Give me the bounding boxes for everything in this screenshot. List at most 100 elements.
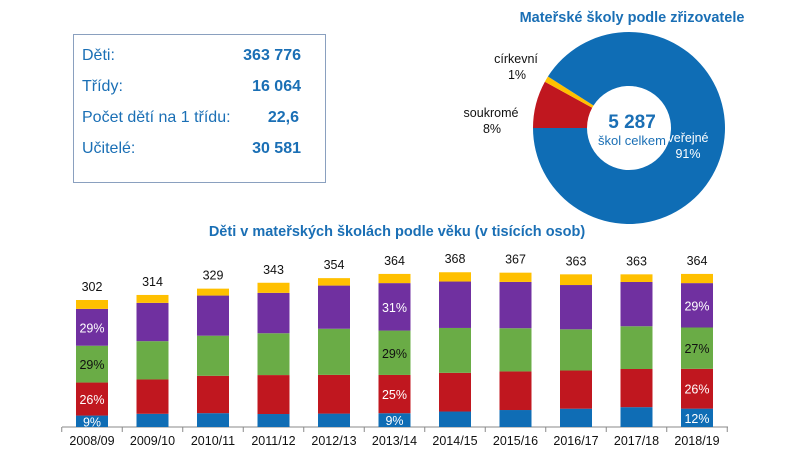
- bar-segment: [620, 368, 653, 408]
- bar-segment: [681, 273, 713, 284]
- bar-segment: [318, 374, 350, 414]
- bar-segment: [560, 370, 592, 409]
- bar-segment: [197, 375, 229, 414]
- bar-segment: [620, 326, 653, 369]
- bar-segment: [378, 283, 411, 331]
- donut-slice-soukromé: [533, 81, 593, 128]
- bar-segment: [378, 273, 411, 284]
- donut-slice-veřejné: [533, 31, 726, 224]
- slice-pct-private: 8%: [483, 122, 501, 136]
- bar-segment: [76, 308, 108, 346]
- x-tick-label: 2012/13: [311, 434, 356, 448]
- stat-label: Děti:: [82, 47, 115, 64]
- stat-value: 363 776: [243, 47, 301, 64]
- bar-segment: [76, 415, 108, 427]
- segment-label: 9%: [385, 414, 403, 428]
- bar-chart-title: Děti v mateřských školách podle věku (v …: [209, 224, 585, 240]
- bar-segment: [197, 288, 229, 296]
- bar-segment: [439, 411, 471, 427]
- donut-center-label: škol celkem: [598, 133, 666, 148]
- bar-segment: [499, 281, 532, 329]
- stat-label: Počet dětí na 1 třídu:: [82, 109, 231, 126]
- segment-label: 29%: [79, 321, 104, 335]
- bar-segment: [378, 330, 411, 375]
- bar-segment: [76, 345, 108, 383]
- x-tick-label: 2009/10: [130, 434, 175, 448]
- bar-segment: [499, 371, 532, 411]
- bar-segment: [560, 285, 592, 330]
- bar-segment: [197, 335, 229, 376]
- bar-segment: [318, 278, 350, 286]
- bar-segment: [257, 292, 290, 334]
- bar-total-label: 364: [687, 254, 708, 268]
- bar-segment: [136, 302, 169, 342]
- bar-segment: [439, 327, 471, 373]
- bar-segment: [439, 272, 471, 282]
- bar-segment: [560, 408, 592, 427]
- donut-title: Mateřské školy podle zřizovatele: [520, 10, 745, 26]
- slice-label-church: církevní: [494, 52, 538, 66]
- bar-segment: [318, 328, 350, 375]
- bar-total-label: 367: [505, 253, 526, 267]
- bar-segment: [378, 374, 411, 414]
- stat-row-children: Děti: 363 776: [82, 47, 301, 71]
- bar-segment: [76, 382, 108, 416]
- stacked-bar-chart: 9% 26% 29% 29% 302 2008/09 314 2009/10 329 2010/1…: [61, 252, 728, 448]
- x-tick-label: 2017/18: [614, 434, 659, 448]
- bar-segment: [499, 410, 532, 427]
- segment-label: 29%: [79, 358, 104, 372]
- bar-segment: [76, 300, 108, 309]
- bar-segment: [136, 413, 169, 427]
- x-tick-label: 2013/14: [372, 434, 417, 448]
- bar-total-label: 363: [566, 254, 587, 268]
- bar-segment: [318, 285, 350, 329]
- bar-segment: [257, 282, 290, 293]
- x-tick-label: 2018/19: [674, 434, 719, 448]
- bar-segment: [197, 295, 229, 336]
- stat-value: 22,6: [267, 109, 299, 126]
- bar-total-label: 354: [324, 258, 345, 272]
- x-tick-label: 2010/11: [191, 434, 235, 448]
- summary-stats-box: Děti: 363 776 Třídy: 16 064 Počet dětí n…: [73, 34, 326, 183]
- slice-label-private: soukromé: [464, 106, 519, 120]
- slice-pct-church: 1%: [508, 68, 526, 82]
- stat-value: 30 581: [252, 140, 301, 157]
- stat-row-teachers: Učitelé: 30 581: [82, 140, 301, 164]
- bar-segment: [318, 413, 350, 427]
- segment-label: 26%: [79, 393, 104, 407]
- segment-label: 12%: [684, 412, 709, 426]
- bar-segment: [439, 281, 471, 328]
- donut-center-value: 5 287: [608, 112, 656, 133]
- x-tick-label: 2016/17: [553, 434, 598, 448]
- bar-segment: [257, 333, 290, 376]
- stat-row-children-per-class: Počet dětí na 1 třídu: 22,6: [82, 109, 301, 133]
- bar-segment: [620, 281, 653, 327]
- bar-segment: [257, 414, 290, 427]
- bar-segment: [620, 274, 653, 282]
- segment-label: 9%: [83, 415, 101, 429]
- slice-label-public: veřejné: [668, 131, 709, 145]
- bar-total-label: 343: [263, 263, 284, 277]
- bar-segment: [257, 375, 290, 415]
- segment-label: 29%: [684, 299, 709, 313]
- bar-segment: [681, 408, 713, 427]
- slice-pct-public: 91%: [675, 147, 700, 161]
- bar-segment: [681, 368, 713, 409]
- bar-segment: [439, 372, 471, 412]
- bar-segment: [681, 327, 713, 369]
- segment-label: 31%: [382, 301, 407, 315]
- bar-segment: [499, 328, 532, 372]
- bar-total-label: 364: [384, 254, 405, 268]
- x-tick-label: 2014/15: [432, 434, 477, 448]
- bar-segment: [378, 413, 411, 427]
- bar-segment: [136, 341, 169, 380]
- donut-chart: [533, 31, 726, 224]
- segment-label: 27%: [684, 342, 709, 356]
- x-tick-label: 2011/12: [251, 434, 295, 448]
- bar-total-label: 302: [82, 280, 103, 294]
- bar-segment: [136, 294, 169, 303]
- segment-label: 26%: [684, 383, 709, 397]
- bar-segment: [560, 329, 592, 371]
- bar-segment: [197, 413, 229, 427]
